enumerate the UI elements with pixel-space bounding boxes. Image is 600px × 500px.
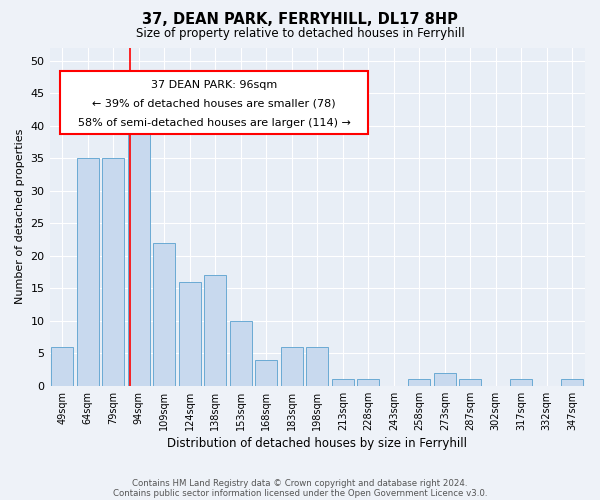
- Bar: [307, 347, 328, 386]
- Bar: [511, 380, 532, 386]
- Bar: [281, 347, 302, 386]
- Y-axis label: Number of detached properties: Number of detached properties: [15, 129, 25, 304]
- Bar: [460, 380, 481, 386]
- Bar: [409, 380, 430, 386]
- X-axis label: Distribution of detached houses by size in Ferryhill: Distribution of detached houses by size …: [167, 437, 467, 450]
- Bar: [77, 158, 98, 386]
- Bar: [52, 347, 73, 386]
- Bar: [128, 119, 149, 386]
- Text: 37, DEAN PARK, FERRYHILL, DL17 8HP: 37, DEAN PARK, FERRYHILL, DL17 8HP: [142, 12, 458, 28]
- Bar: [103, 158, 124, 386]
- Text: Contains HM Land Registry data © Crown copyright and database right 2024.: Contains HM Land Registry data © Crown c…: [132, 478, 468, 488]
- Text: 58% of semi-detached houses are larger (114) →: 58% of semi-detached houses are larger (…: [78, 118, 350, 128]
- Text: Size of property relative to detached houses in Ferryhill: Size of property relative to detached ho…: [136, 28, 464, 40]
- Text: 37 DEAN PARK: 96sqm: 37 DEAN PARK: 96sqm: [151, 80, 277, 90]
- Bar: [434, 373, 455, 386]
- Bar: [179, 282, 200, 386]
- Text: Contains public sector information licensed under the Open Government Licence v3: Contains public sector information licen…: [113, 488, 487, 498]
- Bar: [332, 380, 353, 386]
- Bar: [562, 380, 583, 386]
- Bar: [230, 321, 251, 386]
- Bar: [256, 360, 277, 386]
- Bar: [154, 242, 175, 386]
- Bar: [205, 275, 226, 386]
- FancyBboxPatch shape: [60, 71, 368, 134]
- Bar: [358, 380, 379, 386]
- Text: ← 39% of detached houses are smaller (78): ← 39% of detached houses are smaller (78…: [92, 98, 336, 108]
